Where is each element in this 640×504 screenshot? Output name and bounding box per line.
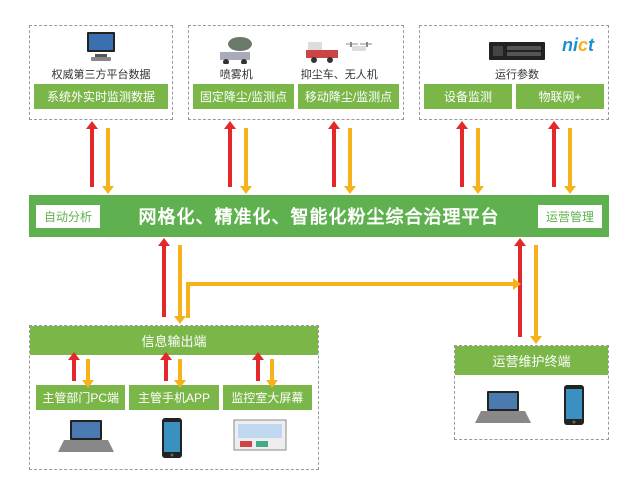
arrow-down-yellow: [568, 128, 572, 187]
platform-title: 网格化、精准化、智能化粉尘综合治理平台: [107, 203, 531, 229]
platform-right-label: 运营管理: [537, 204, 603, 229]
arrow-up-red: [228, 128, 232, 187]
tag-external-data: 系统外实时监测数据: [34, 84, 168, 109]
pc-icon: [52, 28, 151, 64]
device-label: 抑尘车、无人机: [301, 66, 378, 82]
inner-arrow-yellow: [86, 359, 90, 381]
tag-pc-client: 主管部门PC端: [36, 385, 125, 410]
tag-big-screen: 监控室大屏幕: [223, 385, 312, 410]
phone-icon: [560, 383, 588, 432]
inner-arrow-red: [256, 359, 260, 381]
platform-left-label: 自动分析: [35, 204, 101, 229]
arrow-up-red: [90, 128, 94, 187]
arrow-down-yellow: [534, 245, 538, 337]
inner-arrow-yellow: [270, 359, 274, 381]
tag-mobile-app: 主管手机APP: [129, 385, 218, 410]
inner-arrow-red: [164, 359, 168, 381]
arrow-up-red: [518, 245, 522, 337]
connector-vertical: [186, 282, 190, 318]
arrow-up-red: [332, 128, 336, 187]
tag-iot: 物联网+: [516, 84, 604, 109]
screen-icon: [230, 416, 290, 465]
laptop-icon: [58, 416, 114, 465]
sprayer-icon: [214, 28, 258, 64]
truck-drone-icon: [301, 28, 378, 64]
arrow-down-yellow: [178, 245, 182, 317]
laptop-icon: [475, 387, 531, 432]
arrow-down-yellow: [476, 128, 480, 187]
connector-horizontal: [186, 282, 514, 286]
info-output-box: 信息输出端 主管部门PC端 主管手机APP 监控室大屏幕: [29, 325, 319, 470]
top-box-dust-control: 喷雾机 抑尘车、无人机 固定降尘/监测点 移动降尘/监测点: [188, 25, 404, 120]
top-box-authority: 权威第三方平台数据 系统外实时监测数据: [29, 25, 173, 120]
arrow-up-red: [552, 128, 556, 187]
info-output-header: 信息输出端: [30, 326, 318, 355]
inner-arrow-red: [72, 359, 76, 381]
tag-fixed-dust: 固定降尘/监测点: [193, 84, 294, 109]
plc-icon: [487, 28, 547, 64]
ops-terminal-box: 运营维护终端: [454, 345, 609, 440]
platform-bar: 自动分析 网格化、精准化、智能化粉尘综合治理平台 运营管理: [29, 195, 609, 237]
arrow-up-red: [460, 128, 464, 187]
arrow-down-yellow: [348, 128, 352, 187]
device-plc: 运行参数: [487, 28, 547, 82]
nict-logo: nict: [562, 35, 594, 56]
device-label: 权威第三方平台数据: [52, 66, 151, 82]
ops-terminal-header: 运营维护终端: [455, 346, 608, 375]
inner-arrow-yellow: [178, 359, 182, 381]
device-label: 运行参数: [487, 66, 547, 82]
phone-icon: [158, 416, 186, 465]
device-label: 喷雾机: [214, 66, 258, 82]
tag-mobile-dust: 移动降尘/监测点: [298, 84, 399, 109]
device-pc: 权威第三方平台数据: [52, 28, 151, 82]
device-truck-drone: 抑尘车、无人机: [301, 28, 378, 82]
arrow-up-red: [162, 245, 166, 317]
arrow-down-yellow: [244, 128, 248, 187]
device-sprayer: 喷雾机: [214, 28, 258, 82]
arrow-down-yellow: [106, 128, 110, 187]
tag-device-monitor: 设备监测: [424, 84, 512, 109]
